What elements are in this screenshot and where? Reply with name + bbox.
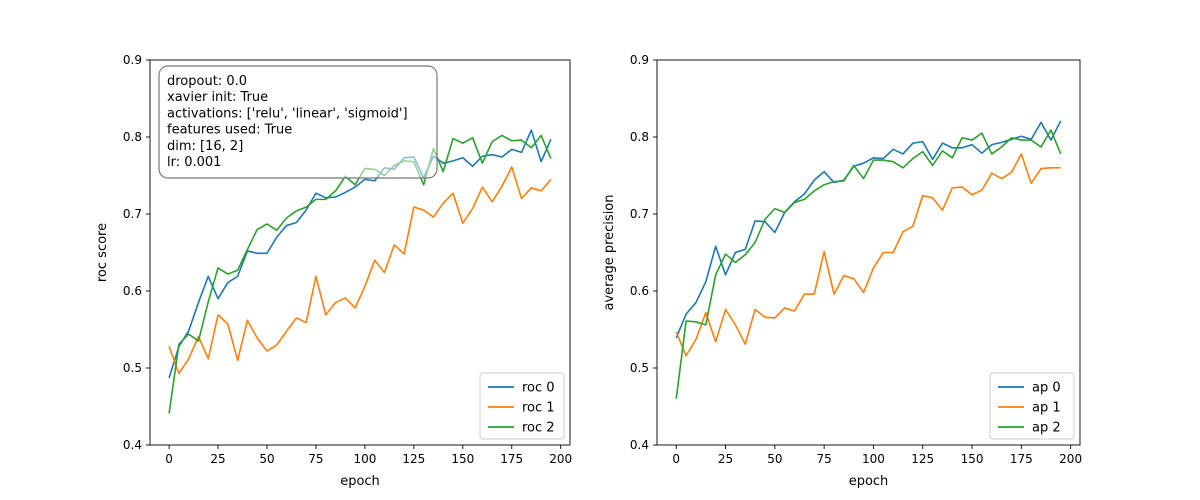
legend: ap 0 ap 1 ap 2 — [989, 372, 1075, 440]
x-tick-label: 200 — [549, 452, 572, 466]
legend-label: roc 1 — [522, 401, 555, 416]
y-tick-label: 0.6 — [123, 284, 142, 298]
plot-panel-2: 0 25 50 75 100 125 150 175 200 0.4 0.5 0.6 0.7 0.8 0.9… — [602, 53, 1082, 489]
y-tick-label: 0.9 — [630, 53, 649, 67]
x-tick-label: 50 — [259, 452, 274, 466]
series-line-ap-0 — [675, 120, 1062, 339]
x-tick-label: 25 — [210, 452, 225, 466]
legend-label: ap 1 — [1032, 401, 1061, 416]
x-tick-label: 0 — [672, 452, 680, 466]
series-line-roc-1 — [168, 166, 552, 375]
legend: roc 0 roc 1 roc 2 — [479, 372, 565, 440]
x-tick-label: 175 — [500, 452, 523, 466]
legend-box — [479, 372, 565, 440]
axes-frame — [656, 59, 1081, 446]
x-tick-label: 50 — [767, 452, 782, 466]
y-tick-label: 0.4 — [123, 438, 142, 452]
y-tick-label: 0.6 — [630, 284, 649, 298]
x-tick-label: 150 — [961, 452, 984, 466]
x-tick-label: 0 — [165, 452, 173, 466]
series-line-ap-2 — [675, 129, 1062, 399]
y-tick-label: 0.9 — [123, 53, 142, 67]
x-tick-label: 125 — [911, 452, 934, 466]
x-tick-label: 150 — [451, 452, 474, 466]
x-tick-label: 25 — [718, 452, 733, 466]
x-tick-label: 125 — [402, 452, 425, 466]
legend-label: ap 2 — [1032, 421, 1061, 436]
x-tick-label: 175 — [1010, 452, 1033, 466]
annotation-line: lr: 0.001 — [167, 155, 221, 170]
annotation-line: features used: True — [167, 123, 292, 138]
x-tick-label: 75 — [816, 452, 831, 466]
y-tick-label: 0.7 — [123, 207, 142, 221]
y-tick-label: 0.5 — [123, 361, 142, 375]
series-line-ap-1 — [675, 153, 1061, 357]
legend-label: roc 2 — [522, 421, 555, 436]
y-tick-label: 0.8 — [630, 130, 649, 144]
y-tick-label: 0.7 — [630, 207, 649, 221]
y-tick-label: 0.8 — [123, 130, 142, 144]
annotation-line: activations: ['relu', 'linear', 'sigmoid… — [167, 106, 408, 121]
y-axis-label: average precision — [602, 195, 617, 311]
axes-frame — [149, 59, 571, 446]
plot-panel-1: 0 25 50 75 100 125 150 175 200 0.4 0.5 0.6 0.7 0.8 0.9… — [95, 53, 572, 489]
x-axis-label: epoch — [849, 474, 889, 489]
x-tick-label: 200 — [1059, 452, 1082, 466]
legend-label: roc 0 — [522, 381, 555, 396]
x-axis-label: epoch — [340, 474, 380, 489]
annotation-line: dropout: 0.0 — [167, 74, 247, 89]
x-tick-label: 100 — [862, 452, 885, 466]
annotation-frame — [158, 65, 438, 179]
series-line-roc-0 — [168, 129, 552, 379]
x-tick-label: 75 — [308, 452, 323, 466]
legend-box — [989, 372, 1075, 440]
annotation-line: dim: [16, 2] — [167, 139, 243, 154]
x-tick-label: 100 — [353, 452, 376, 466]
y-axis-label: roc score — [95, 223, 110, 282]
annotation-line: xavier init: True — [167, 90, 268, 105]
y-tick-label: 0.5 — [630, 361, 649, 375]
y-tick-label: 0.4 — [630, 438, 649, 452]
legend-label: ap 0 — [1032, 381, 1061, 396]
